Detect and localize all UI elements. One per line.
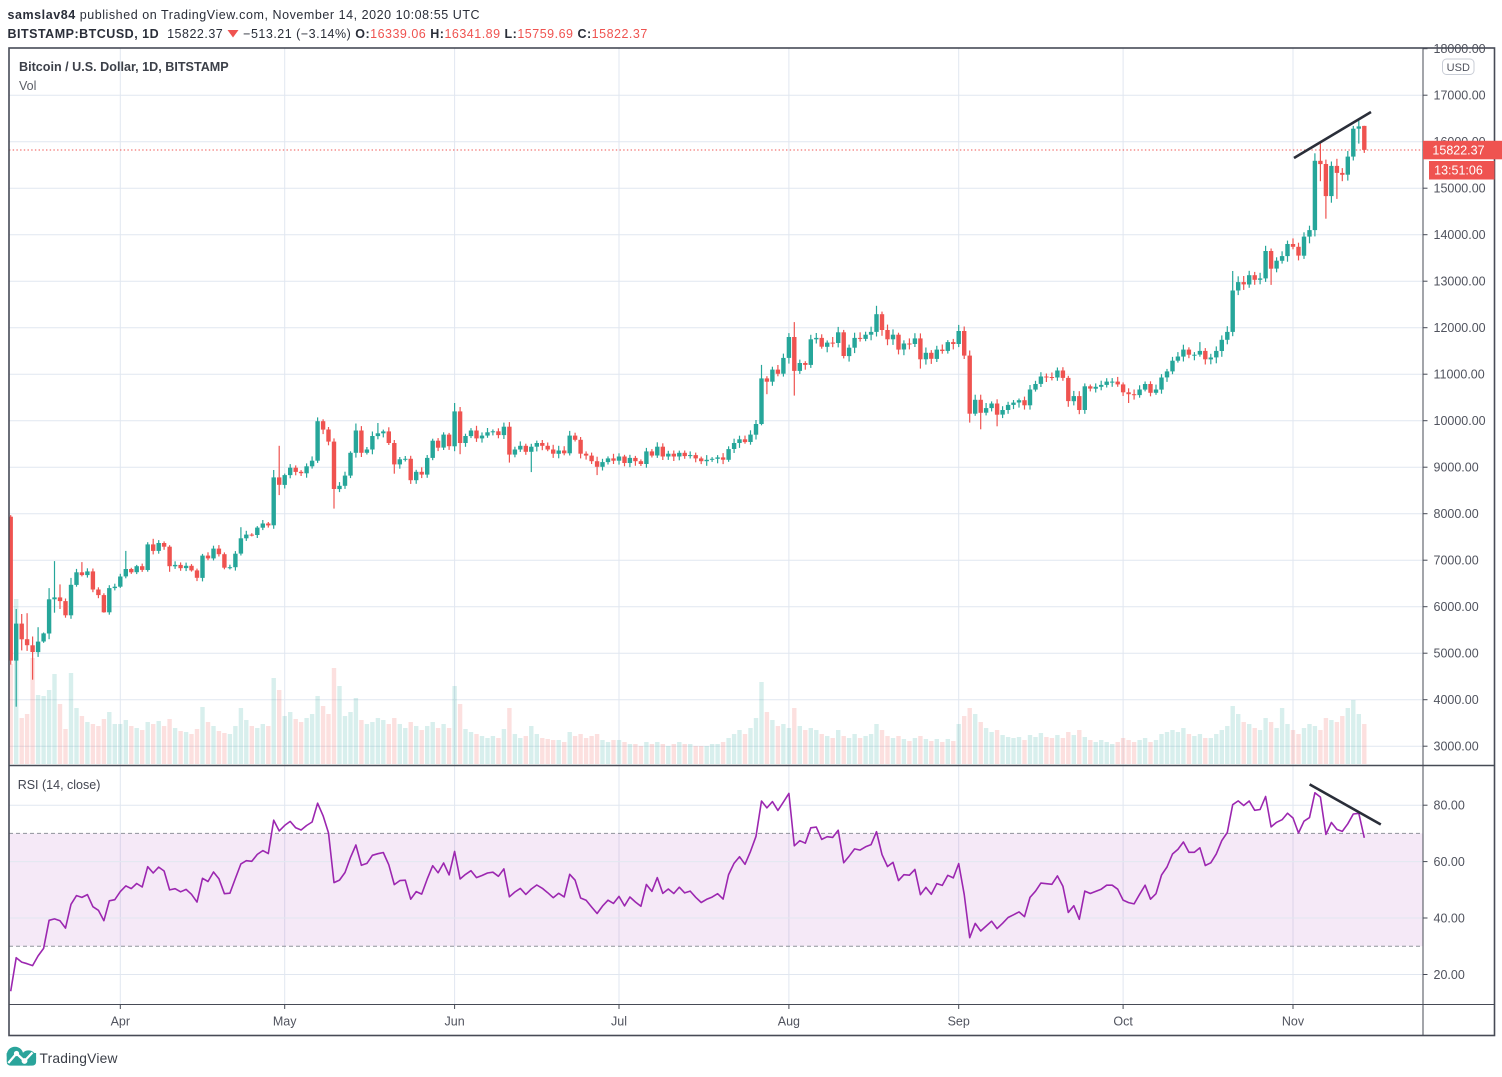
- svg-text:13:51:06: 13:51:06: [1434, 164, 1483, 178]
- svg-text:TradingView: TradingView: [40, 1051, 118, 1066]
- svg-text:RSI (14, close): RSI (14, close): [18, 778, 101, 792]
- svg-text:7000.00: 7000.00: [1434, 554, 1479, 568]
- svg-text:9000.00: 9000.00: [1434, 461, 1479, 475]
- svg-text:11000.00: 11000.00: [1434, 368, 1485, 382]
- svg-text:May: May: [273, 1015, 297, 1029]
- svg-text:20.00: 20.00: [1434, 968, 1465, 982]
- svg-text:10000.00: 10000.00: [1434, 414, 1486, 428]
- svg-text:6000.00: 6000.00: [1434, 600, 1479, 614]
- svg-text:Vol: Vol: [19, 79, 36, 93]
- svg-text:5000.00: 5000.00: [1434, 647, 1479, 661]
- svg-text:Nov: Nov: [1282, 1015, 1305, 1029]
- svg-text:USD: USD: [1447, 62, 1470, 74]
- svg-text:Aug: Aug: [778, 1015, 800, 1029]
- svg-text:Bitcoin / U.S. Dollar, 1D, BIT: Bitcoin / U.S. Dollar, 1D, BITSTAMP: [19, 60, 229, 74]
- svg-text:4000.00: 4000.00: [1434, 693, 1479, 707]
- svg-text:Jul: Jul: [611, 1015, 627, 1029]
- svg-text:17000.00: 17000.00: [1434, 89, 1486, 103]
- svg-text:Sep: Sep: [948, 1015, 970, 1029]
- svg-text:15000.00: 15000.00: [1434, 182, 1486, 196]
- svg-text:Jun: Jun: [445, 1015, 465, 1029]
- svg-text:15822.37: 15822.37: [1432, 143, 1484, 157]
- svg-text:80.00: 80.00: [1434, 799, 1465, 813]
- svg-text:12000.00: 12000.00: [1434, 321, 1486, 335]
- svg-text:Apr: Apr: [111, 1015, 130, 1029]
- svg-text:40.00: 40.00: [1434, 911, 1465, 925]
- svg-text:18000.00: 18000.00: [1434, 42, 1486, 56]
- svg-text:3000.00: 3000.00: [1434, 740, 1479, 754]
- svg-text:60.00: 60.00: [1434, 855, 1465, 869]
- svg-text:8000.00: 8000.00: [1434, 507, 1479, 521]
- svg-text:13000.00: 13000.00: [1434, 275, 1486, 289]
- svg-text:Oct: Oct: [1113, 1015, 1133, 1029]
- svg-text:14000.00: 14000.00: [1434, 228, 1486, 242]
